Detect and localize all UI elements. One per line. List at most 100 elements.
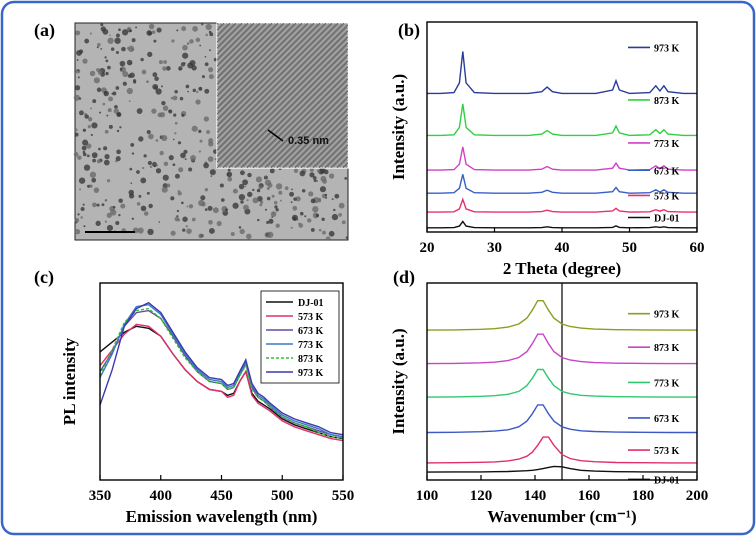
particle — [255, 176, 262, 183]
particle — [208, 74, 214, 80]
particle — [275, 183, 283, 190]
particle — [295, 196, 301, 202]
particle — [138, 136, 144, 142]
x-tick-label: 120 — [470, 488, 493, 504]
fringe — [217, 23, 294, 100]
x-tick-label: 500 — [271, 488, 294, 504]
series-line — [427, 146, 697, 171]
fringe — [217, 23, 261, 67]
particle — [96, 203, 100, 207]
particle — [104, 220, 108, 223]
plot-frame — [99, 282, 344, 481]
particle — [191, 217, 196, 222]
fringe — [217, 23, 288, 94]
fringe — [276, 96, 348, 168]
particle — [329, 173, 335, 179]
particle — [257, 197, 259, 199]
particle — [266, 196, 271, 201]
particle — [190, 154, 197, 161]
particle — [157, 112, 163, 118]
fringe — [217, 23, 318, 124]
particle — [191, 125, 198, 132]
fringe — [217, 23, 258, 64]
particle — [246, 199, 249, 202]
particle — [110, 47, 115, 51]
particle — [174, 121, 178, 125]
fringe — [217, 23, 342, 148]
x-tick-label: 350 — [89, 488, 112, 504]
particle — [210, 175, 213, 177]
particle — [146, 191, 150, 195]
particle — [220, 198, 225, 202]
particle — [227, 176, 233, 182]
legend-label: 873 K — [654, 96, 680, 107]
particle — [79, 188, 82, 191]
lattice-annotation: 0.35 nm — [288, 135, 329, 147]
x-axis-label: Wavenumber (cm⁻¹) — [487, 507, 636, 526]
x-tick-label: 180 — [632, 488, 655, 504]
particle — [155, 88, 162, 95]
particle — [170, 230, 176, 236]
particle — [243, 204, 249, 211]
particle — [178, 167, 184, 173]
particle — [115, 220, 120, 226]
legend-label: 873 K — [654, 343, 680, 354]
particle — [89, 184, 93, 188]
panel-label: (c) — [34, 267, 54, 288]
fringe — [303, 123, 348, 168]
particle — [238, 193, 246, 201]
particle — [130, 143, 135, 147]
particle — [284, 186, 289, 191]
particle — [338, 202, 345, 209]
particle — [256, 188, 261, 193]
fringe — [217, 23, 312, 118]
particle — [308, 191, 314, 197]
particle — [104, 154, 110, 160]
particle — [174, 132, 177, 135]
particle — [131, 152, 135, 155]
particle — [114, 105, 118, 109]
particle — [77, 213, 80, 216]
y-axis-label: Intensity (a.u.) — [389, 328, 408, 434]
particle — [122, 81, 127, 86]
particle — [195, 37, 201, 43]
particle — [151, 30, 156, 34]
particle — [119, 126, 122, 129]
legend-label: 973 K — [654, 43, 680, 54]
x-tick-label: 50 — [622, 240, 637, 256]
fringe — [321, 141, 348, 168]
fringe — [228, 48, 348, 168]
particle — [177, 141, 182, 145]
fringe — [255, 75, 348, 168]
particle — [183, 62, 186, 64]
particle — [161, 134, 168, 142]
particle — [75, 30, 81, 36]
particle — [252, 197, 259, 204]
fringe — [217, 30, 348, 163]
particle — [87, 184, 91, 188]
particle — [238, 226, 242, 229]
particle — [238, 183, 245, 190]
particle — [114, 37, 121, 44]
particle — [136, 170, 140, 174]
particle — [328, 230, 335, 237]
particle — [205, 33, 209, 37]
particle — [136, 108, 143, 114]
fringe — [309, 129, 348, 168]
particle — [129, 167, 133, 171]
particle — [119, 67, 123, 71]
particle — [91, 177, 97, 183]
particle — [82, 128, 87, 132]
particle — [205, 23, 212, 31]
legend-label: 673 K — [654, 414, 680, 425]
fringe — [217, 23, 267, 73]
particle — [127, 74, 132, 78]
particle — [89, 171, 97, 178]
particle — [166, 66, 171, 71]
particle — [312, 206, 319, 213]
particle — [186, 205, 189, 208]
particle — [122, 71, 129, 78]
legend-label: 573 K — [298, 312, 324, 323]
particle — [127, 45, 135, 52]
particle — [96, 159, 101, 164]
